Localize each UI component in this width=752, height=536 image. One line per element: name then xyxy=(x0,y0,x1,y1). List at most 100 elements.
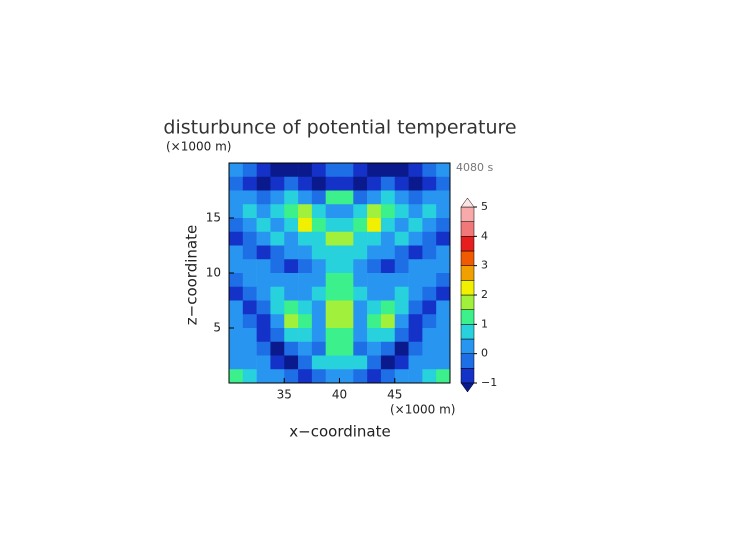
cell xyxy=(394,204,409,219)
cell xyxy=(298,328,313,343)
cell xyxy=(298,176,313,191)
cell xyxy=(325,300,340,315)
cell xyxy=(380,286,396,301)
cell xyxy=(408,163,423,178)
y-unit: (×1000 m) xyxy=(166,140,231,154)
cell xyxy=(284,341,299,356)
cell xyxy=(422,204,437,219)
cell xyxy=(298,259,313,274)
cell xyxy=(284,286,299,301)
cell xyxy=(339,231,354,246)
cell xyxy=(353,176,368,191)
cell xyxy=(325,245,340,260)
cell xyxy=(325,314,340,329)
cell xyxy=(270,273,285,288)
cell xyxy=(339,218,354,233)
cell xyxy=(256,286,271,301)
cell xyxy=(436,218,451,233)
cell xyxy=(270,163,285,178)
cell xyxy=(311,163,326,178)
cell xyxy=(229,218,244,233)
cell xyxy=(394,273,409,288)
cell xyxy=(242,286,257,301)
cell xyxy=(408,341,423,356)
cell xyxy=(380,341,396,356)
cell xyxy=(339,204,354,219)
cell xyxy=(422,341,437,356)
cell xyxy=(242,218,257,233)
cell xyxy=(380,300,396,315)
cell xyxy=(436,341,451,356)
cell xyxy=(325,355,340,370)
cell xyxy=(339,286,354,301)
y-tick-label: 10 xyxy=(206,266,221,280)
cell xyxy=(380,369,396,384)
cell xyxy=(408,245,423,260)
cell xyxy=(422,273,437,288)
cell xyxy=(367,259,382,274)
cell xyxy=(270,355,285,370)
time-label: 4080 s xyxy=(456,161,493,174)
cell xyxy=(229,273,244,288)
cell xyxy=(367,190,382,205)
cell xyxy=(353,163,368,178)
cell xyxy=(325,190,340,205)
cell xyxy=(380,163,396,178)
cell xyxy=(270,369,285,384)
colorbar-tick-label: 2 xyxy=(481,288,488,301)
colorbar-segment xyxy=(460,309,475,325)
cell xyxy=(270,286,285,301)
y-tick-label: 5 xyxy=(213,321,221,335)
colorbar-tick-label: 5 xyxy=(481,200,488,213)
cell xyxy=(436,190,451,205)
cell xyxy=(242,314,257,329)
colorbar-tick-label: −1 xyxy=(481,376,497,389)
cell xyxy=(394,190,409,205)
cell xyxy=(242,369,257,384)
cell xyxy=(311,369,326,384)
cell xyxy=(436,163,451,178)
cell xyxy=(229,286,244,301)
cell xyxy=(353,341,368,356)
cell xyxy=(339,355,354,370)
cell xyxy=(339,163,354,178)
cell xyxy=(422,369,437,384)
cell xyxy=(367,231,382,246)
cell xyxy=(339,341,354,356)
x-tick-label: 40 xyxy=(332,388,347,402)
cell xyxy=(270,328,285,343)
cell xyxy=(298,355,313,370)
cell xyxy=(229,355,244,370)
cell xyxy=(284,163,299,178)
cell xyxy=(270,300,285,315)
cell xyxy=(298,341,313,356)
colorbar-segment xyxy=(460,221,475,237)
cell xyxy=(298,163,313,178)
cell xyxy=(229,259,244,274)
cell xyxy=(436,259,451,274)
cell xyxy=(298,369,313,384)
cell xyxy=(256,314,271,329)
cell xyxy=(436,245,451,260)
cell xyxy=(353,300,368,315)
cell xyxy=(242,328,257,343)
cell xyxy=(339,328,354,343)
cell xyxy=(422,245,437,260)
cell xyxy=(353,328,368,343)
cell xyxy=(311,273,326,288)
cell xyxy=(325,259,340,274)
colorbar-tick-label: 0 xyxy=(481,347,488,360)
cell xyxy=(284,176,299,191)
cell xyxy=(242,259,257,274)
y-axis-label: z−coordinate xyxy=(183,225,201,325)
cell xyxy=(394,259,409,274)
cell xyxy=(436,231,451,246)
cell xyxy=(229,341,244,356)
cell xyxy=(270,218,285,233)
cell xyxy=(380,176,396,191)
cell xyxy=(325,204,340,219)
cell xyxy=(242,245,257,260)
cell xyxy=(311,204,326,219)
cell xyxy=(284,314,299,329)
